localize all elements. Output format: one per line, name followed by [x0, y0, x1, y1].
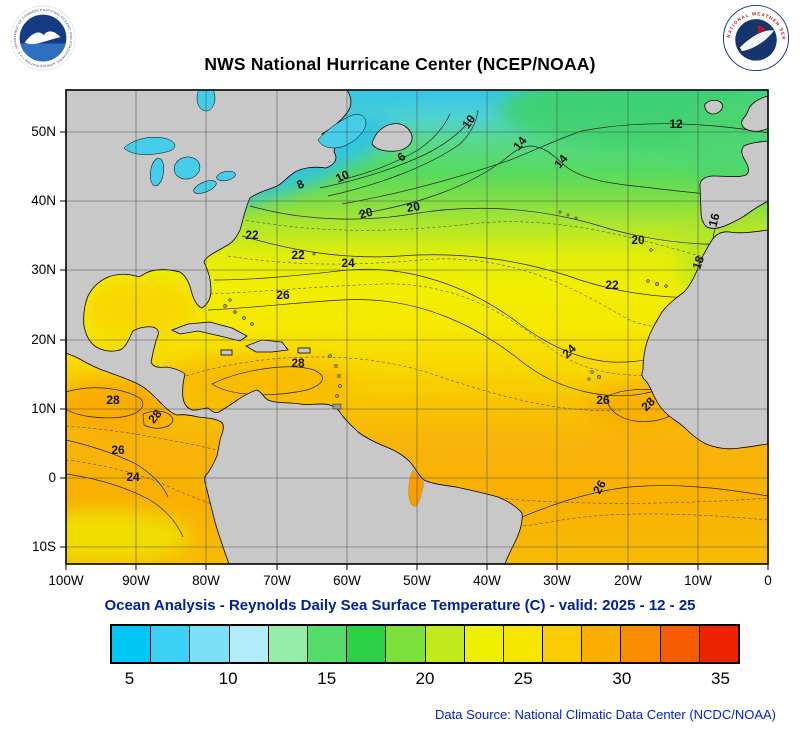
colorbar-tick: 5: [124, 669, 135, 688]
contour-label: 24: [126, 470, 140, 484]
land-newfoundland: [371, 123, 413, 152]
island-cuba: [171, 321, 248, 342]
x-tick-label: 10W: [684, 573, 712, 588]
graticule: [66, 90, 768, 564]
y-tick-label: 40N: [31, 193, 56, 208]
noaa-seagull-icon: [24, 31, 61, 45]
x-tick-label: 100W: [48, 573, 84, 588]
colorbar-cell: [190, 626, 230, 662]
y-tick-label: 10N: [31, 401, 56, 416]
colorbar-cell: [503, 626, 544, 662]
x-tick-label: 0: [764, 573, 772, 588]
x-tick-label: 20W: [614, 573, 642, 588]
x-tick-label: 80W: [192, 573, 220, 588]
lake-huron: [173, 156, 201, 180]
contour-labels: 10 12 6 14 14 8 10 20 20 16 22 20 22 24 …: [106, 112, 722, 496]
island-jamaica: [220, 349, 233, 356]
contour-label: 26: [276, 288, 290, 302]
page-title: NWS National Hurricane Center (NCEP/NOAA…: [204, 54, 596, 74]
colorbar-tick: 30: [612, 669, 632, 688]
x-axis-labels: 100W 90W 80W 70W 60W 50W 40W 30W 20W 10W…: [48, 573, 771, 588]
noaa-logo: NATIONAL OCEANIC AND ATMOSPHERIC ADMINIS…: [10, 5, 76, 71]
contour-label: 26: [590, 477, 609, 496]
nws-logo: NATIONAL WEATHER SERVICE: [722, 4, 790, 72]
colorbar-tick: 35: [711, 669, 730, 688]
colorbar-cells: [110, 624, 740, 664]
colorbar-cell: [582, 626, 622, 662]
colorbar-cell: [464, 626, 504, 662]
colorbar-cell: [347, 626, 387, 662]
colorbar-cell: [699, 626, 738, 662]
land-ireland: [704, 99, 723, 115]
x-tick-label: 90W: [122, 573, 150, 588]
colorbar-tick: 10: [218, 669, 238, 688]
axis-ticks: [60, 131, 769, 570]
nws-swoosh-icon: [739, 30, 774, 52]
contour-label: 20: [358, 205, 375, 222]
lake-erie: [193, 180, 217, 194]
gulf-of-st-lawrence: [317, 114, 367, 149]
colorbar-cell: [425, 626, 465, 662]
colorbar-cell: [229, 626, 269, 662]
y-tick-label: 20N: [31, 332, 56, 347]
x-tick-label: 60W: [333, 573, 361, 588]
contour-label: 16: [706, 211, 723, 228]
noaa-emblem-sea: [20, 43, 66, 62]
y-tick-label: 50N: [31, 124, 56, 139]
x-tick-label: 30W: [543, 573, 571, 588]
contour-label: 26: [596, 393, 610, 407]
colorbar: 5 10 15 20 25 30 35: [110, 624, 740, 693]
colorbar-tick: 15: [317, 669, 337, 688]
y-axis-labels: 50N 40N 30N 20N 10N 0 10S: [31, 124, 56, 554]
contour-label: 28: [291, 356, 305, 370]
land-iberia-france: [699, 140, 768, 229]
colorbar-cell: [543, 626, 583, 662]
contour-label: 18: [689, 254, 707, 272]
lake-ontario: [216, 170, 236, 182]
land-africa: [641, 229, 768, 450]
inland-water: [123, 90, 367, 194]
contour-label: 22: [245, 228, 259, 242]
colorbar-cell: [307, 626, 348, 662]
contour-label: 20: [631, 233, 645, 247]
y-tick-label: 10S: [32, 539, 56, 554]
contour-label: 12: [669, 117, 683, 131]
sst-map: 10 12 6 14 14 8 10 20 20 16 22 20 22 24 …: [31, 89, 772, 588]
contour-label: 22: [291, 248, 305, 262]
map-subtitle: Ocean Analysis - Reynolds Daily Sea Surf…: [104, 597, 696, 614]
island-puerto-rico: [297, 347, 311, 354]
colorbar-cell: [112, 626, 152, 662]
colorbar-cell: [660, 626, 700, 662]
colorbar-tick-labels: 5 10 15 20 25 30 35: [110, 669, 740, 693]
nws-flag-icon: [757, 24, 767, 34]
contour-label: 20: [406, 199, 422, 215]
contour-label: 22: [605, 278, 619, 292]
colorbar-cell: [268, 626, 308, 662]
contour-label: 24: [341, 256, 355, 270]
contour-label: 26: [111, 443, 125, 457]
colorbar-cell: [621, 626, 661, 662]
land-england: [741, 95, 768, 132]
x-tick-label: 40W: [473, 573, 501, 588]
contour-label: 10: [333, 167, 351, 185]
x-tick-label: 50W: [403, 573, 431, 588]
colorbar-tick: 20: [415, 669, 435, 688]
colorbar-tick: 25: [513, 669, 533, 688]
map-plot-area: [66, 90, 768, 564]
lake-michigan: [150, 157, 164, 187]
y-tick-label: 30N: [31, 262, 56, 277]
y-tick-label: 0: [48, 470, 56, 485]
data-source: Data Source: National Climatic Data Cent…: [435, 707, 776, 722]
small-islands: [223, 210, 668, 410]
x-tick-label: 70W: [263, 573, 291, 588]
contour-label: 28: [106, 393, 120, 407]
landmasses: [66, 90, 768, 564]
colorbar-cell: [151, 626, 191, 662]
lake-superior: [123, 137, 176, 155]
colorbar-cell: [386, 626, 426, 662]
